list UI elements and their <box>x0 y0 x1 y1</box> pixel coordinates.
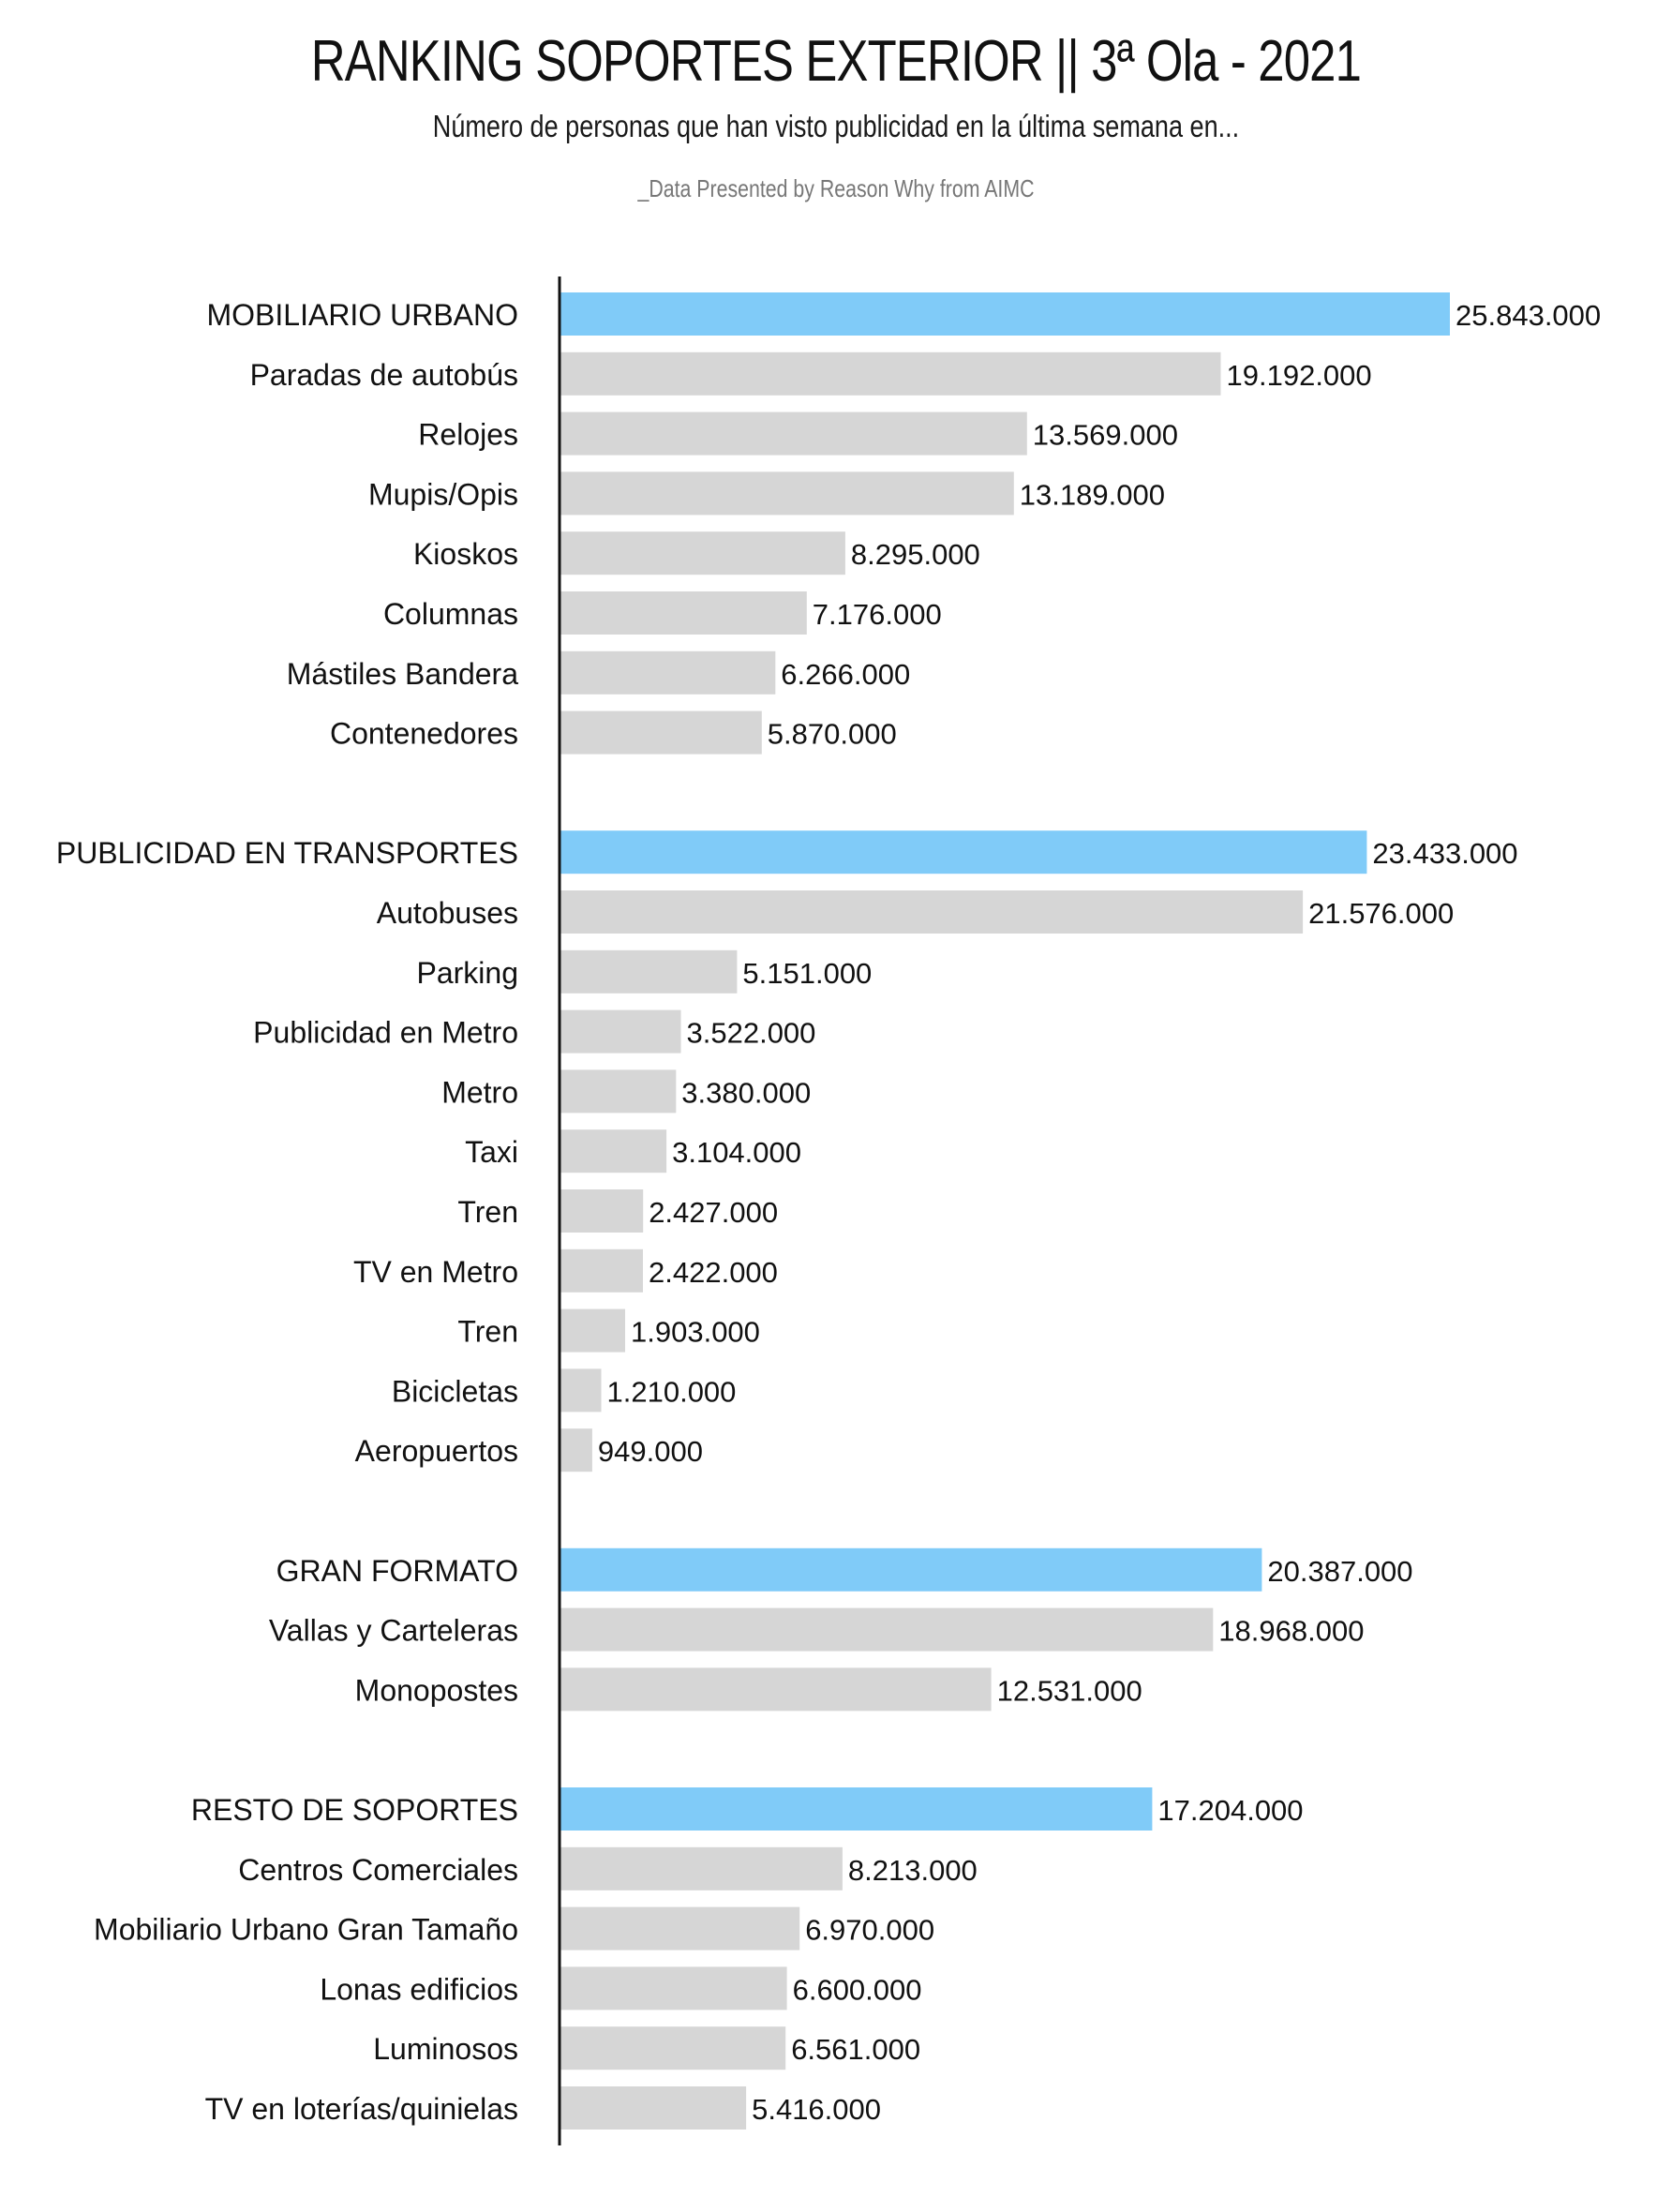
item-bar <box>560 2086 747 2130</box>
item-bar <box>560 710 762 755</box>
item-bar <box>560 1906 800 1950</box>
category-label: RESTO DE SOPORTES <box>191 1793 518 1827</box>
value-label: 5.416.000 <box>752 2093 881 2126</box>
value-label: 2.427.000 <box>649 1196 778 1229</box>
value-label: 1.903.000 <box>631 1316 760 1349</box>
value-label: 6.561.000 <box>791 2033 920 2066</box>
value-label: 17.204.000 <box>1157 1794 1303 1827</box>
value-label: 5.151.000 <box>742 957 872 990</box>
item-bar <box>560 1129 667 1173</box>
item-label: Mobiliario Urbano Gran Tamaño <box>94 1913 518 1947</box>
item-label: Contenedores <box>330 717 518 751</box>
category-bar <box>560 1787 1153 1831</box>
item-label: Parking <box>417 956 519 990</box>
value-label: 18.968.000 <box>1218 1615 1364 1648</box>
item-bar <box>560 471 1014 516</box>
item-label: Mástiles Bandera <box>287 657 518 691</box>
value-label: 8.213.000 <box>848 1854 978 1887</box>
item-bar <box>560 1189 644 1233</box>
item-label: Columnas <box>383 597 518 631</box>
item-label: Publicidad en Metro <box>253 1016 518 1050</box>
value-label: 25.843.000 <box>1456 299 1601 332</box>
item-label: Centros Comerciales <box>238 1853 518 1887</box>
category-bar <box>560 1547 1262 1592</box>
category-bar <box>560 292 1450 336</box>
value-label: 1.210.000 <box>607 1375 737 1408</box>
item-bar <box>560 1607 1214 1652</box>
item-label: Luminosos <box>373 2032 518 2066</box>
item-bar <box>560 1428 592 1472</box>
item-bar <box>560 1248 643 1293</box>
item-bar <box>560 2026 786 2070</box>
category-label: PUBLICIDAD EN TRANSPORTES <box>56 836 518 870</box>
item-bar <box>560 1308 625 1353</box>
value-label: 3.380.000 <box>681 1076 811 1109</box>
value-label: 949.000 <box>598 1435 703 1468</box>
item-bar <box>560 411 1027 456</box>
value-label: 21.576.000 <box>1308 897 1454 930</box>
value-label: 5.870.000 <box>768 718 897 751</box>
item-bar <box>560 1069 677 1113</box>
item-bar <box>560 1368 602 1412</box>
item-label: Lonas edificios <box>320 1972 518 2006</box>
item-label: Vallas y Carteleras <box>269 1614 518 1648</box>
item-bar <box>560 531 845 575</box>
item-label: TV en Metro <box>353 1255 518 1289</box>
chart-source: _Data Presented by Reason Why from AIMC <box>637 174 1035 202</box>
value-label: 2.422.000 <box>649 1256 778 1289</box>
item-bar <box>560 890 1304 934</box>
value-label: 3.104.000 <box>672 1136 801 1169</box>
item-bar <box>560 949 738 994</box>
chart-title: RANKING SOPORTES EXTERIOR || 3ª Ola - 20… <box>310 29 1362 94</box>
item-bar <box>560 650 776 695</box>
item-label: Tren <box>457 1315 518 1349</box>
value-label: 6.970.000 <box>805 1914 934 1947</box>
item-bar <box>560 1667 992 1711</box>
chart-subtitle: Número de personas que han visto publici… <box>432 109 1240 143</box>
item-bar <box>560 351 1221 396</box>
item-label: Metro <box>441 1075 518 1109</box>
item-bar <box>560 1846 843 1891</box>
item-label: Autobuses <box>377 896 518 930</box>
value-label: 13.189.000 <box>1020 478 1165 511</box>
item-bar <box>560 1009 681 1054</box>
value-label: 12.531.000 <box>997 1674 1142 1707</box>
value-label: 23.433.000 <box>1372 837 1517 870</box>
value-label: 19.192.000 <box>1227 359 1372 392</box>
value-label: 3.522.000 <box>687 1017 816 1050</box>
category-label: MOBILIARIO URBANO <box>207 298 519 332</box>
item-label: Tren <box>457 1195 518 1229</box>
item-label: Paradas de autobús <box>250 358 518 392</box>
category-label: GRAN FORMATO <box>276 1554 518 1588</box>
item-label: Aeropuertos <box>355 1434 518 1468</box>
value-label: 13.569.000 <box>1033 419 1178 452</box>
item-label: Relojes <box>418 418 518 452</box>
item-label: Monopostes <box>355 1673 518 1707</box>
item-label: Bicicletas <box>392 1374 518 1408</box>
item-label: Mupis/Opis <box>368 477 518 511</box>
item-bar <box>560 1966 787 2010</box>
item-label: Taxi <box>465 1135 518 1169</box>
category-bar <box>560 830 1367 874</box>
value-label: 6.266.000 <box>781 658 910 691</box>
item-label: TV en loterías/quinielas <box>205 2092 518 2126</box>
item-bar <box>560 591 807 635</box>
value-label: 6.600.000 <box>793 1973 922 2006</box>
value-label: 7.176.000 <box>813 598 942 631</box>
value-label: 20.387.000 <box>1267 1555 1412 1588</box>
value-label: 8.295.000 <box>851 538 980 571</box>
item-label: Kioskos <box>413 537 518 571</box>
